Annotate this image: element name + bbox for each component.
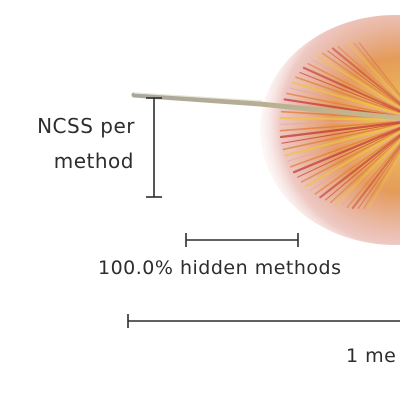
fan-strand (307, 62, 400, 111)
height-scale-bar (146, 97, 162, 198)
fan-strand (319, 134, 400, 199)
width-scale-label: 100.0% hidden methods (98, 257, 342, 279)
fan-strand (316, 55, 400, 109)
fan-strand (347, 43, 400, 101)
width-scale-bar (185, 233, 299, 247)
fan-strand (284, 124, 400, 157)
fan-strand (329, 137, 400, 204)
length-scale-label: 1 me (346, 345, 397, 367)
fan-strand (289, 87, 400, 116)
fan-strand (291, 81, 400, 116)
fan-glyph (260, 15, 400, 245)
fan-strand (331, 47, 400, 106)
height-scale-label-line2: method (53, 149, 134, 173)
fan-strand (343, 44, 400, 102)
fan-strand (292, 127, 400, 174)
fan-strand (373, 157, 400, 208)
fan-strand (312, 59, 400, 110)
fan-strand (309, 132, 400, 191)
fan-strand (281, 122, 400, 144)
fan-strand (279, 121, 400, 139)
fan-strand (337, 45, 400, 104)
fan-strand (335, 138, 400, 206)
fan-strand (304, 130, 400, 188)
length-scale-bar (127, 314, 400, 328)
fan-strand (327, 50, 400, 106)
fan-strand (314, 133, 400, 195)
fan-strand (353, 42, 400, 98)
fan-strand (302, 66, 400, 113)
fan-strand (351, 144, 400, 210)
fan-strand (321, 52, 400, 108)
fan-strand (362, 149, 400, 210)
fan-strand (341, 141, 400, 207)
fan-strand (325, 136, 400, 201)
fan-strand (287, 125, 400, 162)
stem-highlight (133, 92, 263, 102)
fan-strand (357, 147, 400, 209)
height-scale-label-line1: NCSS per (37, 114, 135, 138)
fan-strand (346, 142, 400, 208)
fan-strand (367, 152, 400, 210)
fan-strand (279, 120, 400, 125)
fan-strand (358, 42, 400, 96)
stem-line (131, 92, 400, 121)
fan-strand (300, 129, 400, 183)
